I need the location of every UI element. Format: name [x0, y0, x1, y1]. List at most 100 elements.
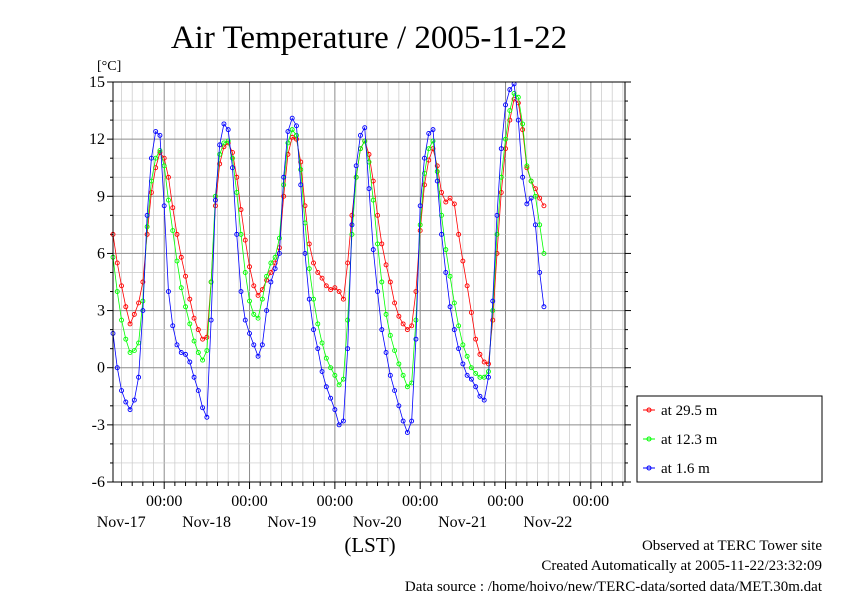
- data-point: [528, 178, 534, 184]
- data-point: [532, 193, 538, 199]
- data-point: [417, 222, 423, 228]
- data-point: [323, 384, 329, 390]
- data-point: [251, 311, 257, 317]
- data-point: [119, 317, 124, 323]
- data-point: [170, 228, 176, 234]
- data-point: [409, 323, 415, 329]
- data-point: [443, 199, 449, 205]
- data-point: [289, 115, 295, 121]
- legend: at 29.5 m at 12.3 m at 1.6 m: [636, 395, 823, 483]
- series-1: [110, 96, 547, 367]
- series-group: [110, 81, 547, 435]
- data-point: [541, 304, 547, 310]
- data-point: [140, 279, 146, 285]
- legend-marker: [646, 407, 652, 413]
- data-point: [127, 407, 133, 413]
- data-point: [494, 212, 500, 218]
- data-point: [294, 123, 299, 129]
- y-tick-label: 15: [89, 74, 105, 91]
- legend-label: at 29.5 m: [661, 403, 718, 419]
- x-tick-time-label: 00:00: [487, 493, 523, 510]
- data-point: [247, 264, 252, 270]
- data-point: [272, 266, 278, 272]
- y-tick-label: 6: [97, 245, 105, 262]
- data-point: [195, 388, 201, 394]
- data-point: [144, 224, 150, 230]
- data-point: [268, 260, 274, 266]
- x-tick-date-label: Nov-18: [182, 514, 231, 531]
- data-point: [477, 351, 483, 357]
- data-point: [494, 231, 500, 237]
- data-point: [161, 203, 167, 209]
- data-point: [515, 94, 521, 100]
- x-axis-ticks: 00:00Nov-1700:00Nov-1800:00Nov-1900:00No…: [97, 482, 624, 531]
- data-point: [221, 121, 227, 127]
- data-point: [456, 231, 462, 237]
- data-point: [481, 397, 487, 403]
- data-point: [375, 212, 380, 218]
- data-point: [323, 283, 329, 289]
- data-point: [379, 279, 385, 285]
- data-point: [460, 258, 466, 264]
- data-point: [383, 350, 389, 355]
- data-point: [306, 296, 312, 302]
- data-point: [439, 231, 444, 237]
- data-point: [302, 203, 308, 209]
- data-point: [195, 327, 201, 333]
- legend-marker: [646, 436, 652, 442]
- x-tick-time-label: 00:00: [317, 493, 353, 510]
- data-point: [400, 321, 406, 327]
- data-point: [187, 296, 193, 302]
- data-point: [520, 174, 526, 180]
- data-point: [413, 336, 419, 342]
- y-tick-label: -6: [92, 474, 105, 491]
- data-point: [166, 289, 171, 294]
- data-point: [323, 355, 329, 361]
- data-point: [434, 163, 440, 169]
- y-tick-label: 12: [89, 131, 105, 148]
- data-point: [387, 332, 393, 338]
- data-point: [311, 327, 316, 333]
- data-point: [119, 388, 124, 394]
- data-point: [468, 365, 474, 371]
- data-point: [217, 161, 223, 167]
- data-point: [413, 289, 419, 294]
- y-tick-label: 3: [97, 303, 105, 320]
- grid-lines: [113, 82, 625, 482]
- data-point: [498, 190, 504, 195]
- data-point: [294, 132, 299, 138]
- series-2: [110, 90, 547, 390]
- data-point: [345, 317, 351, 323]
- data-point: [264, 273, 270, 279]
- footer-site: Observed at TERC Tower site: [642, 538, 822, 554]
- data-point: [178, 285, 184, 291]
- data-point: [332, 285, 338, 291]
- data-point: [255, 292, 261, 298]
- data-point: [157, 132, 163, 138]
- data-point: [148, 190, 154, 195]
- data-point: [166, 197, 171, 203]
- legend-box: [636, 395, 823, 483]
- data-point: [370, 197, 376, 203]
- data-point: [281, 193, 287, 199]
- data-point: [302, 250, 308, 256]
- data-point: [426, 130, 432, 136]
- data-point: [490, 308, 496, 314]
- data-point: [473, 384, 479, 390]
- data-point: [379, 327, 385, 333]
- data-point: [178, 350, 184, 355]
- data-point: [503, 102, 508, 108]
- data-point: [366, 186, 372, 192]
- data-point: [123, 304, 129, 310]
- data-point: [242, 237, 248, 243]
- data-point: [353, 163, 359, 169]
- x-tick-date-label: Nov-22: [523, 514, 572, 531]
- data-point: [319, 275, 325, 281]
- data-point: [353, 174, 359, 180]
- data-point: [289, 134, 295, 140]
- data-point: [272, 254, 278, 260]
- data-point: [251, 342, 257, 348]
- data-point: [362, 138, 368, 144]
- data-point: [225, 127, 231, 133]
- data-point: [251, 283, 257, 289]
